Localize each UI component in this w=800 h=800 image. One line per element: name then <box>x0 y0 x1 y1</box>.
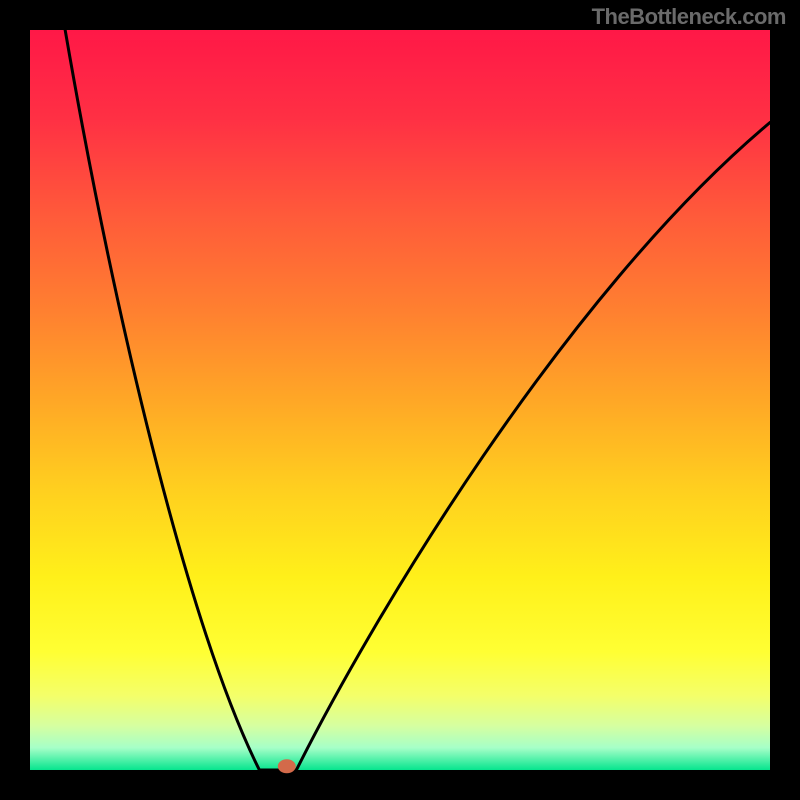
watermark-text: TheBottleneck.com <box>592 4 786 30</box>
optimal-point-marker <box>278 759 296 773</box>
bottleneck-chart <box>0 0 800 800</box>
